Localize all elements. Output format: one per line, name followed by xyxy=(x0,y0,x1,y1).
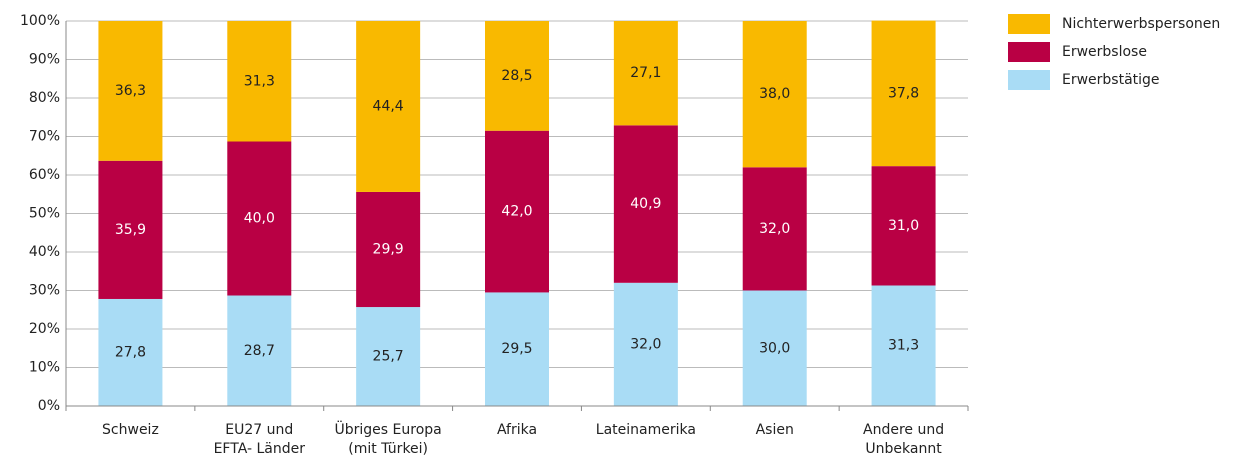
y-tick-label: 90% xyxy=(29,52,60,68)
value-label: 28,7 xyxy=(244,343,275,359)
bar-segment xyxy=(485,130,549,293)
value-label: 40,9 xyxy=(630,196,661,212)
x-tick-label: EFTA- Länder xyxy=(214,441,306,456)
x-tick-label: Schweiz xyxy=(102,422,159,438)
x-tick-label: Asien xyxy=(756,422,794,438)
y-tick-label: 0% xyxy=(38,398,60,414)
bar-segment xyxy=(98,160,163,299)
bar-segment xyxy=(356,191,421,308)
value-label: 29,9 xyxy=(373,241,404,257)
value-label: 28,5 xyxy=(501,68,532,84)
value-label: 38,0 xyxy=(759,86,790,102)
y-tick-label: 70% xyxy=(29,129,60,145)
bar-segment xyxy=(613,21,678,126)
x-tick-label: Lateinamerika xyxy=(596,422,696,438)
x-tick-label: EU27 und xyxy=(225,422,293,438)
bar-segment xyxy=(871,166,936,286)
bar-segment xyxy=(227,141,292,296)
bar-segment xyxy=(742,290,807,406)
bar-segment xyxy=(742,21,807,168)
bar-segment xyxy=(98,298,163,406)
bar-segment xyxy=(356,21,421,192)
value-label: 35,9 xyxy=(115,222,146,238)
value-label: 27,8 xyxy=(115,344,146,360)
value-label: 37,8 xyxy=(888,85,919,101)
bar-segment xyxy=(227,295,292,406)
legend-swatch xyxy=(1008,14,1050,34)
bar-segment xyxy=(742,167,807,291)
bar-segment xyxy=(227,21,292,142)
legend-swatch xyxy=(1008,70,1050,90)
value-label: 36,3 xyxy=(115,83,146,99)
value-label: 31,3 xyxy=(888,338,919,354)
bar-segment xyxy=(356,307,421,406)
legend-label: Erwerbslose xyxy=(1062,44,1147,60)
y-tick-label: 40% xyxy=(29,244,60,260)
value-label: 42,0 xyxy=(501,204,532,220)
y-tick-label: 20% xyxy=(29,321,60,337)
bar-segment xyxy=(613,125,678,283)
bar-segment xyxy=(98,21,163,161)
legend-swatch xyxy=(1008,42,1050,62)
y-tick-label: 80% xyxy=(29,90,60,106)
value-label: 32,0 xyxy=(759,221,790,237)
bar-segment xyxy=(871,20,936,167)
value-label: 29,5 xyxy=(501,341,532,357)
x-tick-label: Unbekannt xyxy=(865,441,942,456)
x-tick-label: Andere und xyxy=(863,422,944,438)
x-tick-label: Afrika xyxy=(497,422,537,438)
value-label: 32,0 xyxy=(630,336,661,352)
x-tick-label: (mit Türkei) xyxy=(348,441,428,456)
bar-segment xyxy=(613,282,678,406)
value-label: 25,7 xyxy=(373,349,404,365)
value-label: 30,0 xyxy=(759,340,790,356)
value-label: 40,0 xyxy=(244,211,275,227)
legend-label: Erwerbstätige xyxy=(1062,72,1160,88)
y-tick-label: 50% xyxy=(29,206,60,222)
x-tick-label: Übriges Europa xyxy=(335,420,442,438)
value-label: 31,3 xyxy=(244,73,275,89)
value-label: 44,4 xyxy=(373,98,404,114)
bar-segment xyxy=(485,21,549,131)
bar-segment xyxy=(485,292,549,406)
y-tick-label: 100% xyxy=(20,13,60,29)
legend-label: Nichterwerbspersonen xyxy=(1062,16,1220,32)
bar-segment xyxy=(871,285,936,406)
y-tick-label: 10% xyxy=(29,360,60,376)
y-tick-label: 30% xyxy=(29,283,60,299)
value-label: 31,0 xyxy=(888,218,919,234)
y-tick-label: 60% xyxy=(29,167,60,183)
value-label: 27,1 xyxy=(630,65,661,81)
